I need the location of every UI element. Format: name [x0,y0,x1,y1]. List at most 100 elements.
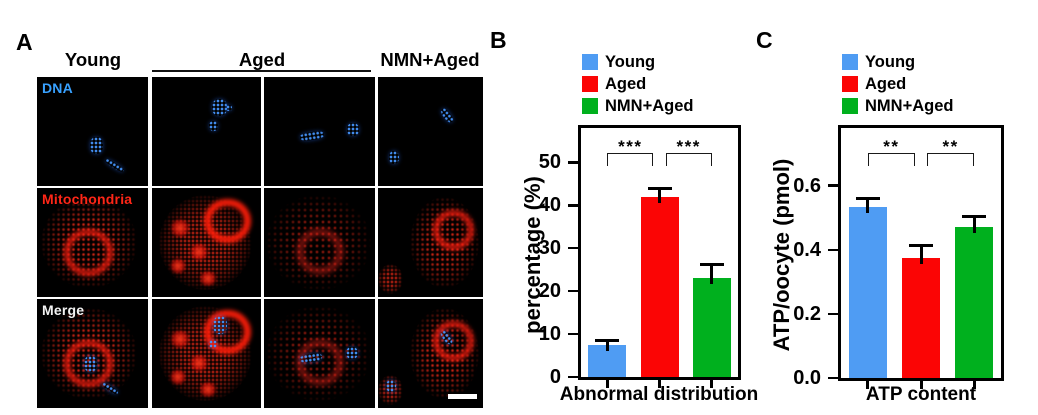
micrograph-merge-aged-1 [152,299,261,408]
row-label-dna: DNA [42,80,73,96]
significance-label: *** [676,136,701,156]
micrograph-merge-nmn-aged [378,299,483,408]
x-tick [710,380,714,388]
legend-swatch [842,98,858,114]
y-tick [828,312,838,316]
significance-bracket [665,152,712,166]
micrograph-mito-aged-1 [152,188,261,297]
error-bar-stem [972,216,976,234]
x-tick [972,381,976,389]
significance-bracket [927,153,975,166]
legend-item-young: Young [582,54,693,70]
y-tick-label: 20 [538,280,561,303]
bar-nmn+aged [955,227,994,378]
y-tick-label: 0.2 [793,302,821,325]
x-tick [866,381,870,389]
y-tick-label: 50 [538,151,561,174]
significance-label: ** [883,137,900,156]
significance-bracket [867,153,915,166]
row-label-merge: Merge [42,302,85,318]
micrograph-merge-young: Merge [37,299,148,408]
bar-aged [640,196,679,377]
legend-label: Aged [605,75,647,93]
aged-span-underline [152,70,371,72]
micrograph-dna-young: DNA [37,77,148,186]
legend-swatch [842,76,858,92]
error-bar-cap [699,263,724,267]
micrograph-dna-nmn-aged [378,77,483,186]
y-tick-label: 40 [538,194,561,217]
error-bar-cap [647,186,672,190]
significance-label: ** [942,137,959,156]
error-bar-cap [855,197,880,201]
y-tick [568,289,578,293]
column-header-aged: Aged [238,49,286,70]
legend-swatch [842,54,858,70]
legend-item-aged: Aged [842,76,953,92]
y-tick [568,204,578,207]
error-bar-stem [866,198,870,213]
legend-label: Aged [865,75,907,93]
legend-item-aged: Aged [582,76,693,92]
error-bar-cap [909,243,933,247]
micrograph-dna-aged-2 [264,77,375,186]
column-header-nmn-aged: NMN+Aged [380,49,480,70]
legend-c: Young Aged NMN+Aged [842,54,953,120]
x-tick [919,381,923,389]
micrograph-grid: DNA Mitochondria [37,77,483,408]
y-tick-label: 0.0 [793,367,821,389]
panel-b-letter: B [490,27,507,53]
bar-young [848,206,887,378]
panel-c-letter: C [756,27,773,53]
plot-area-c: 0.0 0.2 0.4 0.6 ** ** [793,125,1004,389]
error-bar-stem [919,245,923,264]
x-axis-label-c: ATP content [865,384,977,405]
y-tick-label: 0 [549,366,561,388]
micrograph-mito-young: Mitochondria [37,188,148,297]
micrograph-dna-aged-1 [152,77,261,186]
y-tick-label: 30 [538,237,561,260]
x-tick [658,380,661,388]
error-bar-stem [605,340,609,351]
x-tick [605,380,609,388]
y-tick [568,375,578,379]
y-tick-label: 0.6 [793,174,821,197]
significance-bracket [607,152,654,166]
x-axis-label-b: Abnormal distribution [559,384,759,405]
micrograph-mito-nmn-aged [378,188,483,297]
column-header-young: Young [64,49,122,70]
row-label-mitochondria: Mitochondria [42,191,133,207]
legend-b: Young Aged NMN+Aged [582,54,693,120]
plot-area-b: 0 10 20 30 40 50 *** *** [539,125,741,388]
y-tick-label: 0.4 [793,238,821,261]
y-tick [568,161,578,164]
y-tick [828,248,838,252]
legend-swatch [582,76,598,92]
legend-label: Young [865,53,916,71]
y-tick [568,332,578,336]
error-bar-cap [962,214,987,218]
panel-a-letter: A [16,29,33,55]
legend-swatch [582,54,598,70]
legend-item-young: Young [842,54,953,70]
error-bar-cap [595,339,620,343]
legend-label: NMN+Aged [605,97,694,115]
y-tick [568,246,578,250]
legend-label: NMN+Aged [865,97,954,115]
y-tick [828,184,838,187]
legend-item-nmn+aged: NMN+Aged [582,98,693,114]
y-tick-label: 10 [538,323,561,346]
legend-label: Young [605,53,656,71]
scale-bar [448,394,477,399]
legend-item-nmn+aged: NMN+Aged [842,98,953,114]
micrograph-merge-aged-2 [264,299,375,408]
bar-aged [902,257,940,378]
bar-nmn+aged [692,278,731,377]
error-bar-stem [710,264,714,285]
error-bar-stem [658,188,661,203]
y-tick [828,376,838,380]
legend-swatch [582,98,598,114]
significance-label: *** [618,136,643,156]
micrograph-mito-aged-2 [264,188,375,297]
